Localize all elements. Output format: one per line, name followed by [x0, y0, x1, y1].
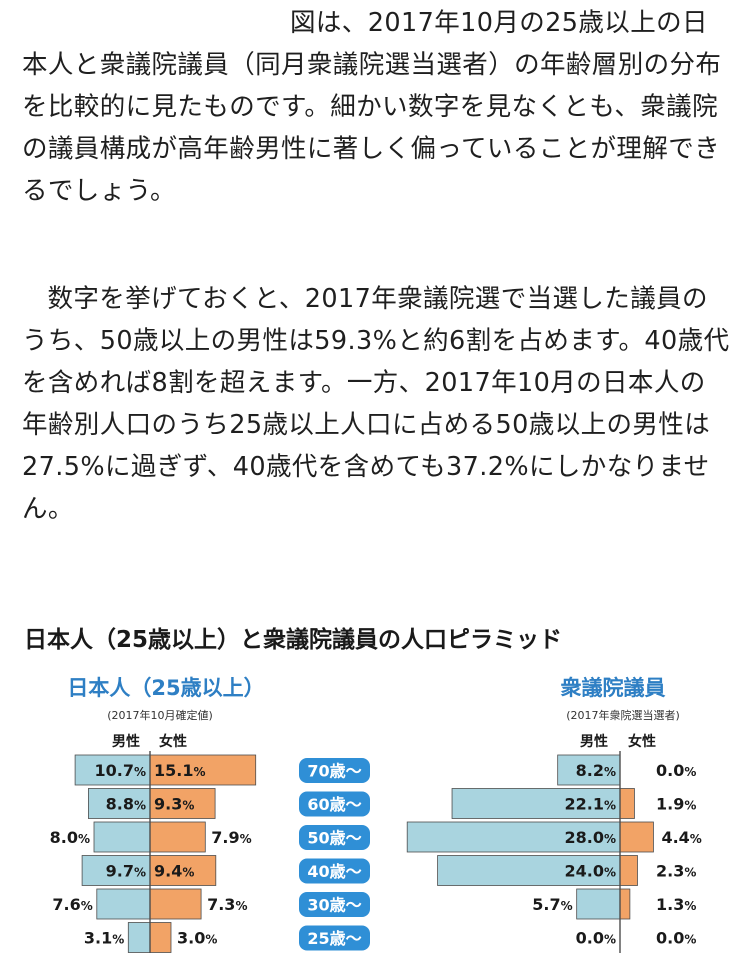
female-value-diet-4: 1.3%	[656, 895, 696, 914]
male-value-diet-5: 0.0%	[576, 929, 616, 948]
male-value-diet-1: 22.1%	[564, 795, 616, 814]
female-value-japan-5: 3.0%	[177, 929, 217, 948]
male-bar-japan-1	[88, 788, 151, 819]
male-value-diet-4: 5.7%	[532, 895, 572, 914]
female-bar-diet-2	[619, 821, 654, 853]
female-value-diet-5: 0.0%	[656, 929, 696, 948]
female-value-japan-0: 15.1%	[154, 761, 206, 780]
male-value-diet-2: 28.0%	[564, 828, 616, 847]
female-bar-diet-3	[619, 855, 638, 886]
right-female-label: 女性	[628, 733, 656, 750]
female-bar-japan-2	[149, 821, 206, 853]
female-bar-diet-4	[619, 888, 631, 920]
male-bar-diet-1	[451, 788, 621, 819]
male-value-diet-0: 8.2%	[576, 761, 616, 780]
paragraph-1-text: 図は、2017年10月の25歳以上の日本人と衆議院議員（同月衆議院選当選者）の年…	[22, 8, 722, 206]
age-label-5: 25歳〜	[307, 929, 361, 948]
female-bar-japan-4	[149, 888, 202, 920]
chart-title: 日本人（25歳以上）と衆議院議員の人口ピラミッド	[24, 626, 562, 653]
female-bar-japan-0	[149, 754, 257, 786]
male-bar-japan-5	[127, 922, 151, 953]
right-panel-title: 衆議院議員	[561, 676, 666, 700]
right-panel-subtitle: (2017年衆院選当選者)	[566, 708, 680, 722]
female-value-diet-1: 1.9%	[656, 795, 696, 814]
female-value-diet-0: 0.0%	[656, 761, 696, 780]
female-value-japan-3: 9.4%	[154, 862, 194, 881]
male-bar-japan-4	[96, 888, 151, 920]
left-panel-title: 日本人（25歳以上）	[67, 676, 264, 700]
left-panel-subtitle: (2017年10月確定値)	[107, 708, 213, 722]
population-pyramid-chart: 日本人（25歳以上）と衆議院議員の人口ピラミッド 日本人（25歳以上） (201…	[24, 626, 702, 953]
male-bar-diet-3	[437, 855, 621, 886]
female-bar-diet-1	[619, 788, 635, 819]
male-bar-diet-2	[406, 821, 621, 853]
male-value-japan-2: 8.0%	[50, 828, 90, 847]
paragraph-2: 数字を挙げておくと、2017年衆議院選で当選した議員のうち、50歳以上の男性は5…	[22, 284, 730, 524]
left-male-label: 男性	[112, 733, 140, 750]
female-value-diet-2: 4.4%	[661, 828, 701, 847]
male-bar-diet-4	[576, 888, 621, 920]
age-label-1: 60歳〜	[307, 795, 361, 814]
right-male-label: 男性	[580, 733, 608, 750]
age-label-4: 30歳〜	[307, 896, 361, 915]
female-bar-japan-1	[149, 788, 216, 819]
male-value-japan-0: 10.7%	[94, 761, 146, 780]
age-badge-4	[299, 892, 370, 917]
age-badge-5	[299, 925, 370, 951]
chart-marks: 10.7% 15.1% 8.8% 9.3% 8.0% 7.9% 9.7% 9.4% 7.6% 7.…	[50, 751, 702, 953]
female-value-japan-4: 7.3%	[207, 895, 247, 914]
female-bar-japan-3	[149, 855, 217, 886]
female-value-japan-1: 9.3%	[154, 795, 194, 814]
left-female-label: 女性	[159, 733, 187, 750]
male-value-japan-4: 7.6%	[52, 895, 92, 914]
male-value-diet-3: 24.0%	[564, 862, 616, 881]
female-bar-japan-5	[149, 922, 172, 953]
female-value-japan-2: 7.9%	[211, 828, 251, 847]
paragraph-1: 図は、2017年10月の25歳以上の日本人と衆議院議員（同月衆議院選当選者）の年…	[22, 2, 730, 212]
male-value-japan-3: 9.7%	[106, 862, 146, 881]
age-badge-2	[299, 825, 370, 850]
age-label-0: 70歳〜	[307, 762, 361, 781]
age-badge-0	[299, 758, 370, 783]
age-label-2: 50歳〜	[307, 829, 361, 848]
male-bar-japan-2	[93, 821, 151, 853]
male-value-japan-1: 8.8%	[106, 795, 146, 814]
male-bar-japan-3	[81, 855, 151, 886]
age-badge-3	[299, 858, 370, 884]
age-badge-1	[299, 791, 370, 817]
male-value-japan-5: 3.1%	[84, 929, 124, 948]
age-label-3: 40歳〜	[307, 862, 361, 881]
female-value-diet-3: 2.3%	[656, 862, 696, 881]
